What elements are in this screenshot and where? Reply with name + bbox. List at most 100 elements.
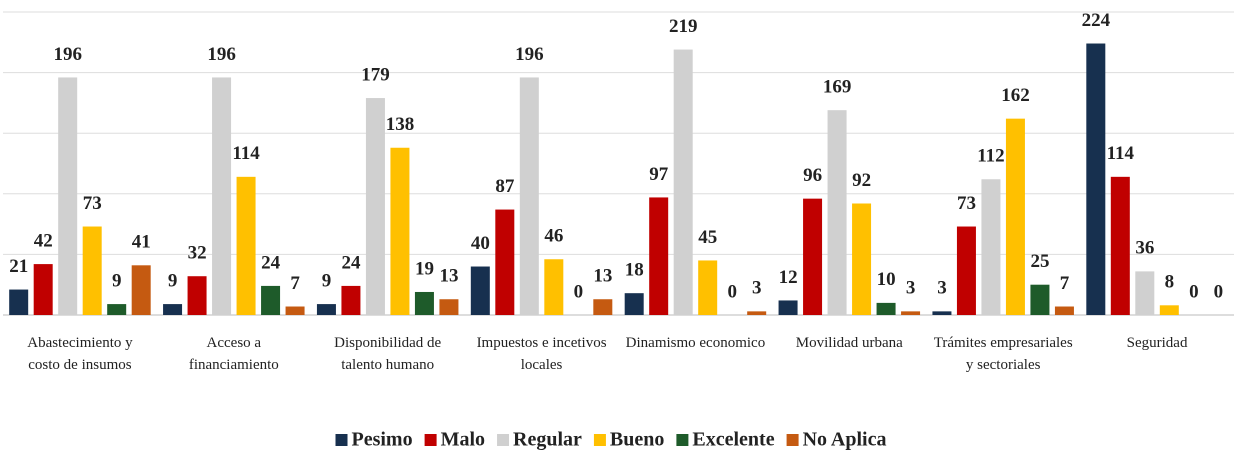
bar [1054,306,1074,315]
x-tick-label: Impuestos e incetivos locales [477,335,607,373]
bar [236,176,256,315]
legend: Pesimo Malo Regular Bueno Excelente No Aplica [335,429,887,451]
legend-label: Excelente [692,429,774,451]
value-label: 138 [386,114,415,135]
value-label: 179 [361,64,390,85]
value-label: 0 [574,281,584,302]
value-label: 19 [415,258,434,279]
value-label: 13 [593,266,612,287]
x-tick-label-line: talento humano [341,357,434,373]
bar [544,259,564,315]
x-tick-label-line: costo de insumos [28,357,131,373]
x-tick-label-line: locales [521,357,563,373]
x-tick-label: Trámites empresariales y sectoriales [934,335,1073,373]
bar [1005,118,1025,315]
bar [901,311,921,315]
bar [414,291,434,315]
bar [439,299,459,315]
value-label: 196 [207,44,236,65]
value-label: 10 [877,269,896,290]
bar [593,299,613,315]
bar [649,197,669,315]
x-tick-label-line: Trámites empresariales [934,335,1073,351]
x-tick-label: Movilidad urbana [796,335,903,351]
value-label: 42 [34,230,53,251]
bar [495,209,515,315]
value-label: 97 [649,164,669,185]
legend-swatch [676,434,689,446]
value-label: 36 [1135,238,1154,259]
bar [981,179,1001,315]
value-label: 0 [1214,281,1224,302]
bar [624,293,644,315]
x-tick-label-line: Movilidad urbana [796,335,903,351]
bar [107,304,127,315]
x-tick-label-line: Dinamismo economico [626,335,766,351]
value-label: 46 [544,226,563,247]
legend-swatch [424,434,437,446]
value-label: 40 [471,233,490,254]
value-label: 162 [1001,85,1030,106]
value-label: 114 [1107,143,1135,164]
legend-swatch [786,434,799,446]
value-label: 18 [625,260,644,281]
value-label: 24 [341,252,361,273]
x-tick-label-line: Abastecimiento y [27,335,133,351]
bar [261,285,281,315]
bar [212,77,232,315]
value-label: 196 [53,44,82,65]
bar [187,276,207,315]
bar [852,203,872,315]
value-label: 25 [1030,251,1049,272]
bar [470,266,490,315]
x-tick-label-line: financiamiento [189,357,279,373]
x-tick-label-line: Acceso a [207,335,262,351]
value-label: 12 [779,267,798,288]
value-label: 9 [322,270,332,291]
bar [1086,43,1106,316]
value-label: 224 [1082,10,1111,31]
x-tick-label: Dinamismo economico [626,335,766,351]
bar [673,49,693,316]
bar [316,304,336,315]
legend-label: Bueno [610,429,664,451]
x-tick-label: Seguridad [1127,335,1188,351]
legend-swatch [497,434,510,446]
bar [803,198,823,315]
bar [747,311,767,315]
bar [827,110,847,315]
bar [932,311,952,315]
value-label: 7 [1060,273,1070,294]
legend-swatch [335,434,348,446]
legend-label: Pesimo [352,429,413,451]
bar [163,304,183,315]
value-label: 114 [232,143,260,164]
value-label: 41 [132,232,151,253]
bar [285,306,305,315]
value-label: 92 [852,170,871,191]
value-label: 45 [698,227,717,248]
bar [341,285,361,315]
bar [1159,305,1179,315]
bar [778,300,798,315]
x-tick-label: Abastecimiento y costo de insumos [27,335,133,373]
value-label: 73 [957,193,976,214]
value-label: 219 [669,16,698,37]
value-label: 13 [439,266,458,287]
value-label: 0 [1189,281,1199,302]
value-label: 9 [168,270,178,291]
legend-label: Malo [441,429,485,451]
x-tick-label-line: y sectoriales [966,357,1041,373]
bar [956,226,976,315]
legend-label: No Aplica [803,429,887,451]
legend-label: Regular [513,429,582,451]
bar [698,260,718,315]
bar [58,77,78,315]
x-tick-label-line: Impuestos e incetivos [477,335,607,351]
value-label: 32 [188,243,207,264]
bar [1030,284,1050,315]
bar [365,98,385,315]
value-label: 3 [937,278,947,299]
value-label: 87 [495,176,515,197]
